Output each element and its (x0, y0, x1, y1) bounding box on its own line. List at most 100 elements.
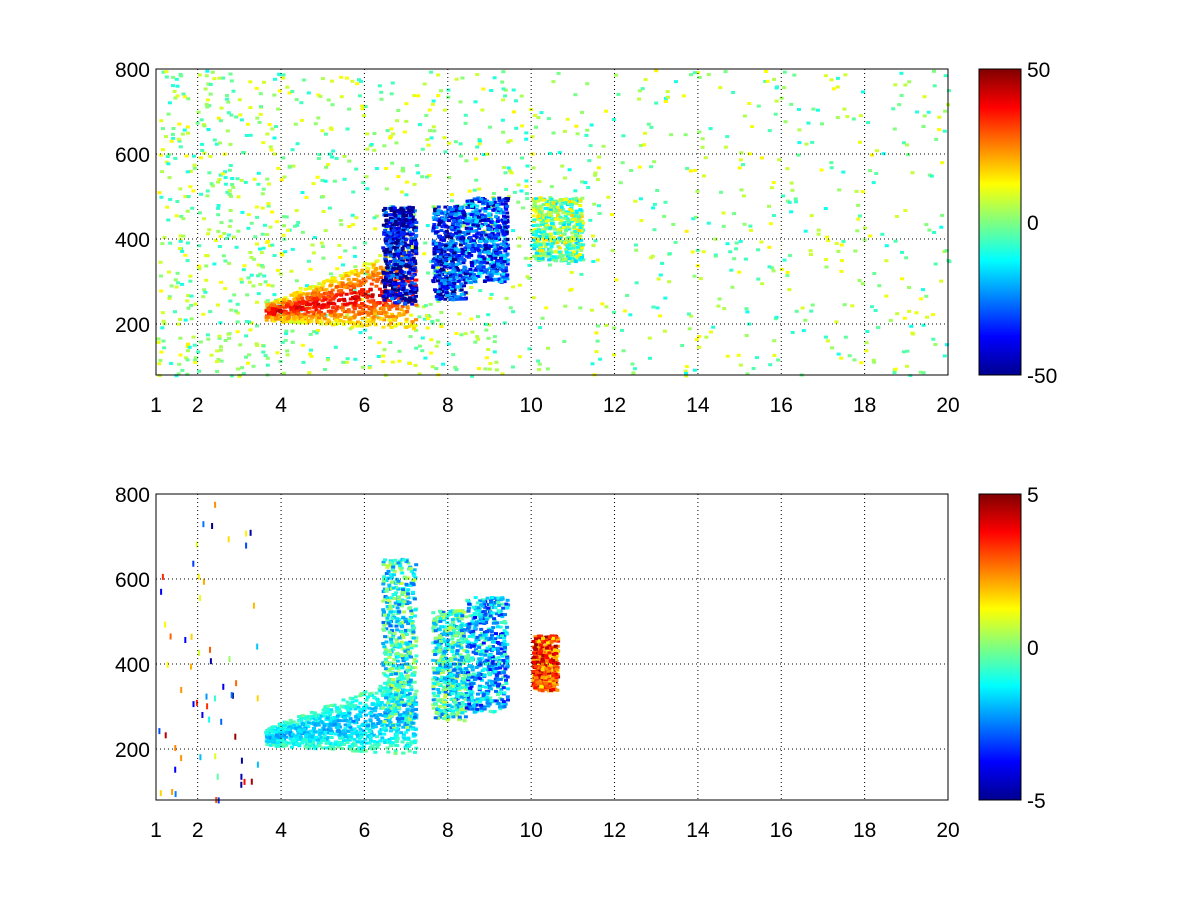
heatmap-cell (483, 240, 488, 243)
heatmap-cell (326, 731, 331, 735)
heatmap-cell (385, 233, 390, 237)
heatmap-cell (394, 267, 399, 271)
heatmap-cell (944, 343, 949, 347)
heatmap-cell (734, 241, 739, 245)
heatmap-cell (328, 302, 333, 306)
heatmap-cell (474, 229, 479, 233)
heatmap-cell (437, 276, 442, 280)
heatmap-cell (316, 116, 321, 120)
heatmap-cell (697, 335, 702, 339)
heatmap-cell (538, 243, 543, 247)
heatmap-cell (697, 75, 702, 79)
heatmap-cell (159, 790, 162, 797)
heatmap-cell (544, 254, 549, 258)
heatmap-cell (270, 127, 275, 131)
heatmap-cell (471, 210, 476, 214)
heatmap-cell (186, 306, 191, 310)
heatmap-cell (463, 332, 468, 336)
heatmap-cell (317, 297, 322, 301)
heatmap-cell (197, 244, 202, 248)
heatmap-cell (474, 208, 479, 211)
heatmap-cell (473, 268, 478, 272)
heatmap-cell (402, 676, 406, 680)
heatmap-cell (337, 281, 342, 285)
heatmap-cell (223, 176, 228, 180)
heatmap-cell (357, 94, 362, 98)
heatmap-cell (439, 243, 444, 246)
heatmap-cell (634, 281, 639, 285)
heatmap-cell (801, 329, 806, 333)
heatmap-cell (299, 118, 304, 122)
heatmap-cell (352, 303, 357, 307)
heatmap-cell (359, 749, 364, 753)
heatmap-cell (534, 210, 539, 214)
heatmap-cell (425, 224, 430, 228)
heatmap-cell (475, 232, 480, 236)
y-tick-label: 800 (115, 59, 150, 82)
heatmap-cell (401, 297, 406, 301)
heatmap-cell (765, 79, 770, 83)
heatmap-cell (456, 233, 461, 237)
heatmap-cell (823, 207, 828, 210)
heatmap-cell (423, 241, 428, 245)
heatmap-cell (706, 221, 711, 225)
heatmap-cell (171, 75, 176, 79)
heatmap-cell (356, 271, 361, 275)
heatmap-cell (491, 269, 496, 273)
heatmap-cell (835, 116, 840, 119)
heatmap-cell (231, 185, 236, 189)
heatmap-cell (292, 310, 297, 314)
heatmap-cell (457, 271, 462, 274)
heatmap-cell (486, 313, 491, 317)
heatmap-cell (189, 303, 194, 307)
heatmap-cell (478, 267, 483, 270)
heatmap-cell (427, 108, 432, 112)
heatmap-cell (255, 274, 260, 278)
heatmap-cell (332, 295, 337, 299)
heatmap-cell (178, 238, 183, 242)
heatmap-cell (265, 177, 270, 181)
heatmap-cell (516, 200, 521, 204)
heatmap-cell (479, 235, 484, 239)
heatmap-cell (228, 209, 233, 212)
heatmap-cell (247, 320, 252, 324)
heatmap-cell (434, 230, 439, 234)
heatmap-cell (389, 271, 394, 275)
heatmap-cell (269, 311, 274, 315)
heatmap-cell (174, 745, 177, 752)
heatmap-cell (483, 250, 488, 254)
heatmap-cell (185, 170, 190, 174)
heatmap-cell (260, 232, 265, 236)
heatmap-cell (365, 320, 369, 324)
heatmap-cell (453, 217, 457, 221)
heatmap-cell (937, 128, 942, 132)
heatmap-cell (684, 372, 688, 375)
heatmap-cell (159, 119, 164, 123)
heatmap-cell (357, 279, 362, 283)
heatmap-cell (168, 241, 173, 245)
heatmap-cell (363, 261, 367, 265)
heatmap-cell (811, 107, 816, 111)
heatmap-cell (304, 195, 309, 199)
heatmap-cell (205, 105, 210, 109)
heatmap-cell (654, 101, 659, 105)
heatmap-cell (161, 573, 164, 580)
heatmap-cell (408, 361, 412, 365)
heatmap-cell (824, 258, 829, 261)
heatmap-cell (503, 220, 508, 224)
heatmap-cell (353, 707, 358, 711)
heatmap-cell (713, 237, 718, 241)
heatmap-cell (468, 273, 473, 277)
heatmap-cell (359, 271, 364, 275)
heatmap-cell (306, 91, 311, 95)
heatmap-cell (395, 293, 400, 297)
heatmap-cell (384, 247, 389, 251)
heatmap-cell (251, 257, 256, 261)
heatmap-cell (756, 277, 761, 281)
heatmap-cell (502, 321, 507, 325)
heatmap-cell (431, 99, 436, 103)
heatmap-cell (356, 303, 361, 307)
heatmap-cell (363, 105, 368, 108)
heatmap-cell (390, 294, 395, 298)
heatmap-cell (399, 270, 404, 273)
